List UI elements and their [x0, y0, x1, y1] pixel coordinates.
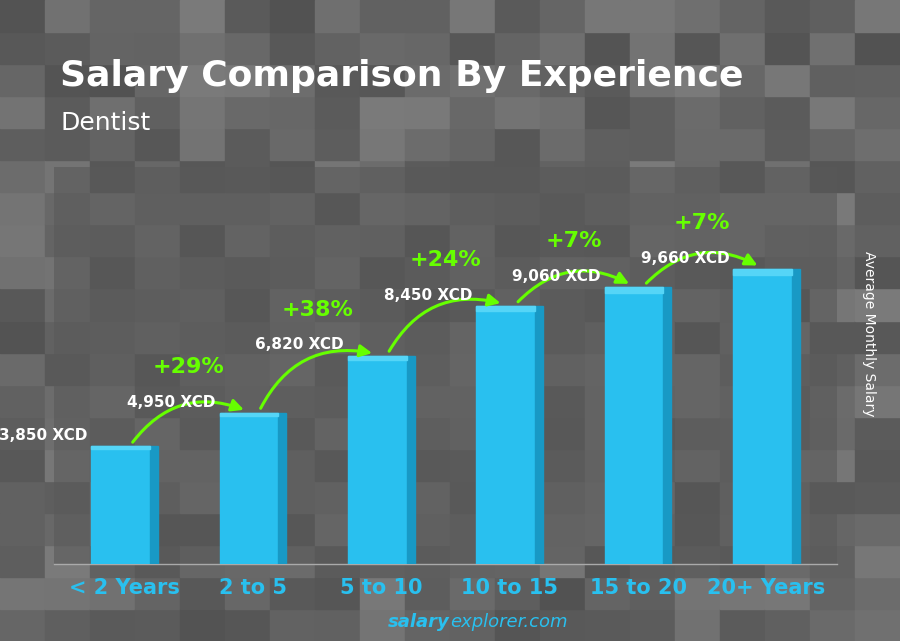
Bar: [663, 287, 671, 564]
Bar: [91, 446, 150, 449]
Bar: [150, 446, 158, 564]
Text: explorer.com: explorer.com: [450, 613, 568, 631]
Text: 4,950 XCD: 4,950 XCD: [128, 395, 216, 410]
Bar: [605, 287, 663, 293]
Bar: [220, 413, 278, 564]
Bar: [476, 306, 535, 312]
Bar: [733, 269, 792, 564]
Bar: [733, 269, 792, 275]
Text: +7%: +7%: [674, 213, 731, 233]
Text: 6,820 XCD: 6,820 XCD: [256, 337, 344, 353]
Text: +24%: +24%: [410, 250, 482, 270]
Bar: [535, 306, 543, 564]
Bar: [792, 269, 800, 564]
Bar: [348, 356, 407, 360]
Bar: [220, 413, 278, 416]
Bar: [348, 356, 407, 564]
Text: Salary Comparison By Experience: Salary Comparison By Experience: [60, 60, 744, 94]
Text: +7%: +7%: [545, 231, 602, 251]
Bar: [278, 413, 286, 564]
Bar: [476, 306, 535, 564]
Text: +29%: +29%: [153, 357, 225, 377]
Text: Dentist: Dentist: [60, 111, 150, 135]
Bar: [91, 446, 150, 564]
Text: Average Monthly Salary: Average Monthly Salary: [861, 251, 876, 416]
Bar: [407, 356, 415, 564]
Bar: [605, 287, 663, 564]
Text: 9,660 XCD: 9,660 XCD: [641, 251, 729, 265]
Text: 8,450 XCD: 8,450 XCD: [384, 288, 473, 303]
Text: 9,060 XCD: 9,060 XCD: [512, 269, 601, 284]
Text: salary: salary: [388, 613, 450, 631]
Text: +38%: +38%: [281, 300, 353, 320]
Text: 3,850 XCD: 3,850 XCD: [0, 428, 87, 443]
